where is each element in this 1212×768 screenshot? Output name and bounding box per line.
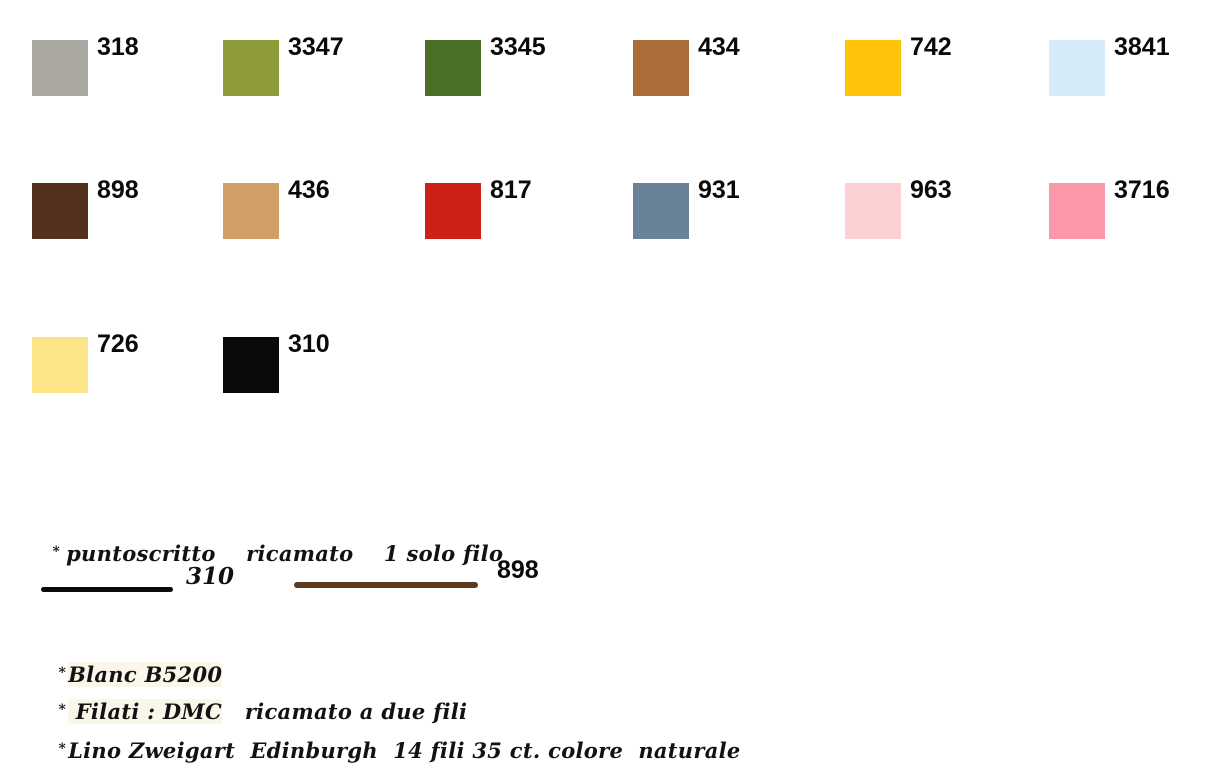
asterisk-marker: * <box>58 665 67 681</box>
thread-color-entry: 3716 <box>1049 176 1170 239</box>
footnote-filati-rest: ricamato a due fili <box>221 699 468 724</box>
footnote-lino-rest: Lino Zweigart Edinburgh 14 fili 35 ct. c… <box>68 738 741 763</box>
color-swatch <box>32 337 88 393</box>
thread-color-entry: 3347 <box>223 33 344 96</box>
thread-color-entry: 931 <box>633 176 740 239</box>
color-swatch <box>425 183 481 239</box>
color-swatch <box>845 183 901 239</box>
thread-code-label: 3841 <box>1114 33 1170 61</box>
color-swatch <box>223 40 279 96</box>
color-swatch <box>1049 183 1105 239</box>
thread-color-entry: 898 <box>32 176 139 239</box>
stitch-line-310 <box>41 587 173 592</box>
thread-color-entry: 318 <box>32 33 139 96</box>
thread-code-label: 3716 <box>1114 176 1170 204</box>
footnote-blanc: *Blanc B5200 <box>28 637 223 712</box>
color-swatch <box>633 40 689 96</box>
thread-code-label: 898 <box>97 176 139 204</box>
stitch-line-898 <box>294 582 478 588</box>
thread-code-label: 3345 <box>490 33 546 61</box>
color-swatch <box>425 40 481 96</box>
footnote-filati: * Filati : DMC ricamato a due fili <box>28 674 467 749</box>
color-swatch <box>32 40 88 96</box>
thread-color-entry: 817 <box>425 176 532 239</box>
thread-code-label: 436 <box>288 176 330 204</box>
thread-code-label: 931 <box>698 176 740 204</box>
color-swatch <box>845 40 901 96</box>
thread-color-entry: 434 <box>633 33 740 96</box>
thread-color-entry: 3841 <box>1049 33 1170 96</box>
thread-color-entry: 436 <box>223 176 330 239</box>
footnote-filati-highlight: Filati : DMC <box>68 699 222 724</box>
asterisk-marker: * <box>52 544 61 560</box>
footnote-lino: *Lino Zweigart Edinburgh 14 fili 35 ct. … <box>28 713 741 768</box>
thread-code-label: 310 <box>288 330 330 358</box>
thread-color-entry: 742 <box>845 33 952 96</box>
thread-code-label: 817 <box>490 176 532 204</box>
color-swatch <box>1049 40 1105 96</box>
stitch-line-label-310: 310 <box>186 563 235 590</box>
thread-code-label: 3347 <box>288 33 344 61</box>
thread-code-label: 742 <box>910 33 952 61</box>
asterisk-marker: * <box>58 741 67 757</box>
footnote-blanc-highlight: Blanc B5200 <box>68 662 223 687</box>
thread-color-entry: 3345 <box>425 33 546 96</box>
stitch-technique-note: * puntoscritto ricamato 1 solo filo <box>22 516 503 591</box>
color-swatch <box>32 183 88 239</box>
stitch-technique-note-text: puntoscritto ricamato 1 solo filo <box>66 541 504 566</box>
color-swatch <box>223 183 279 239</box>
thread-code-label: 726 <box>97 330 139 358</box>
asterisk-marker: * <box>58 702 67 718</box>
stitch-line-label-898: 898 <box>497 556 539 584</box>
color-swatch <box>633 183 689 239</box>
color-swatch <box>223 337 279 393</box>
thread-color-entry: 310 <box>223 330 330 393</box>
thread-code-label: 318 <box>97 33 139 61</box>
thread-code-label: 963 <box>910 176 952 204</box>
thread-color-entry: 726 <box>32 330 139 393</box>
thread-color-entry: 963 <box>845 176 952 239</box>
thread-code-label: 434 <box>698 33 740 61</box>
